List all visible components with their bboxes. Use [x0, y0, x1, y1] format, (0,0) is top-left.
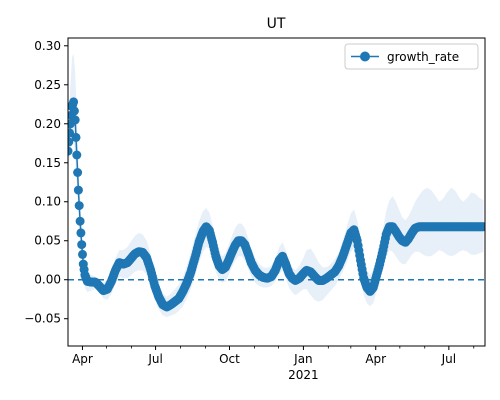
legend-box [344, 43, 479, 70]
y-axis: −0.05 0.00 0.05 0.10 0.15 0.20 0.25 0.30 [24, 39, 68, 326]
y-tick-label: 0.05 [34, 234, 61, 248]
data-point-interp [73, 168, 83, 177]
x-tick-label: Jul [441, 352, 456, 366]
x-tick-label: Oct [219, 352, 240, 366]
data-point-interp [71, 132, 81, 142]
data-point [478, 222, 485, 232]
y-tick-label: 0.10 [34, 195, 61, 209]
legend-marker-swatch [360, 51, 370, 62]
y-tick-label: 0.30 [34, 39, 61, 53]
axes-frame [67, 37, 486, 347]
data-point-interp [68, 137, 74, 147]
y-tick-label: 0.20 [34, 117, 61, 131]
plot-area [68, 53, 485, 318]
data-point [70, 115, 80, 125]
x-tick-label: Apr [365, 352, 386, 366]
x-tick-label: Apr [72, 352, 93, 366]
data-point-interp [74, 201, 84, 211]
data-point [68, 146, 73, 156]
data-point-interp [78, 249, 87, 259]
data-point [75, 216, 85, 226]
series-markers [68, 97, 485, 312]
y-tick-label: 0.00 [34, 273, 61, 287]
x-axis: Apr Jul Oct Jan Apr Jul 2021 [72, 346, 475, 382]
x-year-label: 2021 [288, 368, 319, 382]
y-tick-label: 0.25 [34, 78, 61, 92]
y-tick-label: −0.05 [24, 312, 61, 326]
x-tick-label: Jul [147, 352, 162, 366]
y-tick-label: 0.15 [34, 156, 61, 170]
data-point [77, 240, 87, 250]
legend-label-growth-rate: growth_rate [387, 50, 459, 64]
x-tick-label: Jan [293, 352, 313, 366]
data-point-interp [76, 228, 86, 238]
legend: growth_rate [344, 43, 479, 70]
chart-title: UT [267, 16, 286, 32]
data-point [72, 150, 82, 160]
data-point-interp [69, 106, 79, 116]
data-point [69, 97, 79, 107]
data-point [73, 185, 83, 195]
